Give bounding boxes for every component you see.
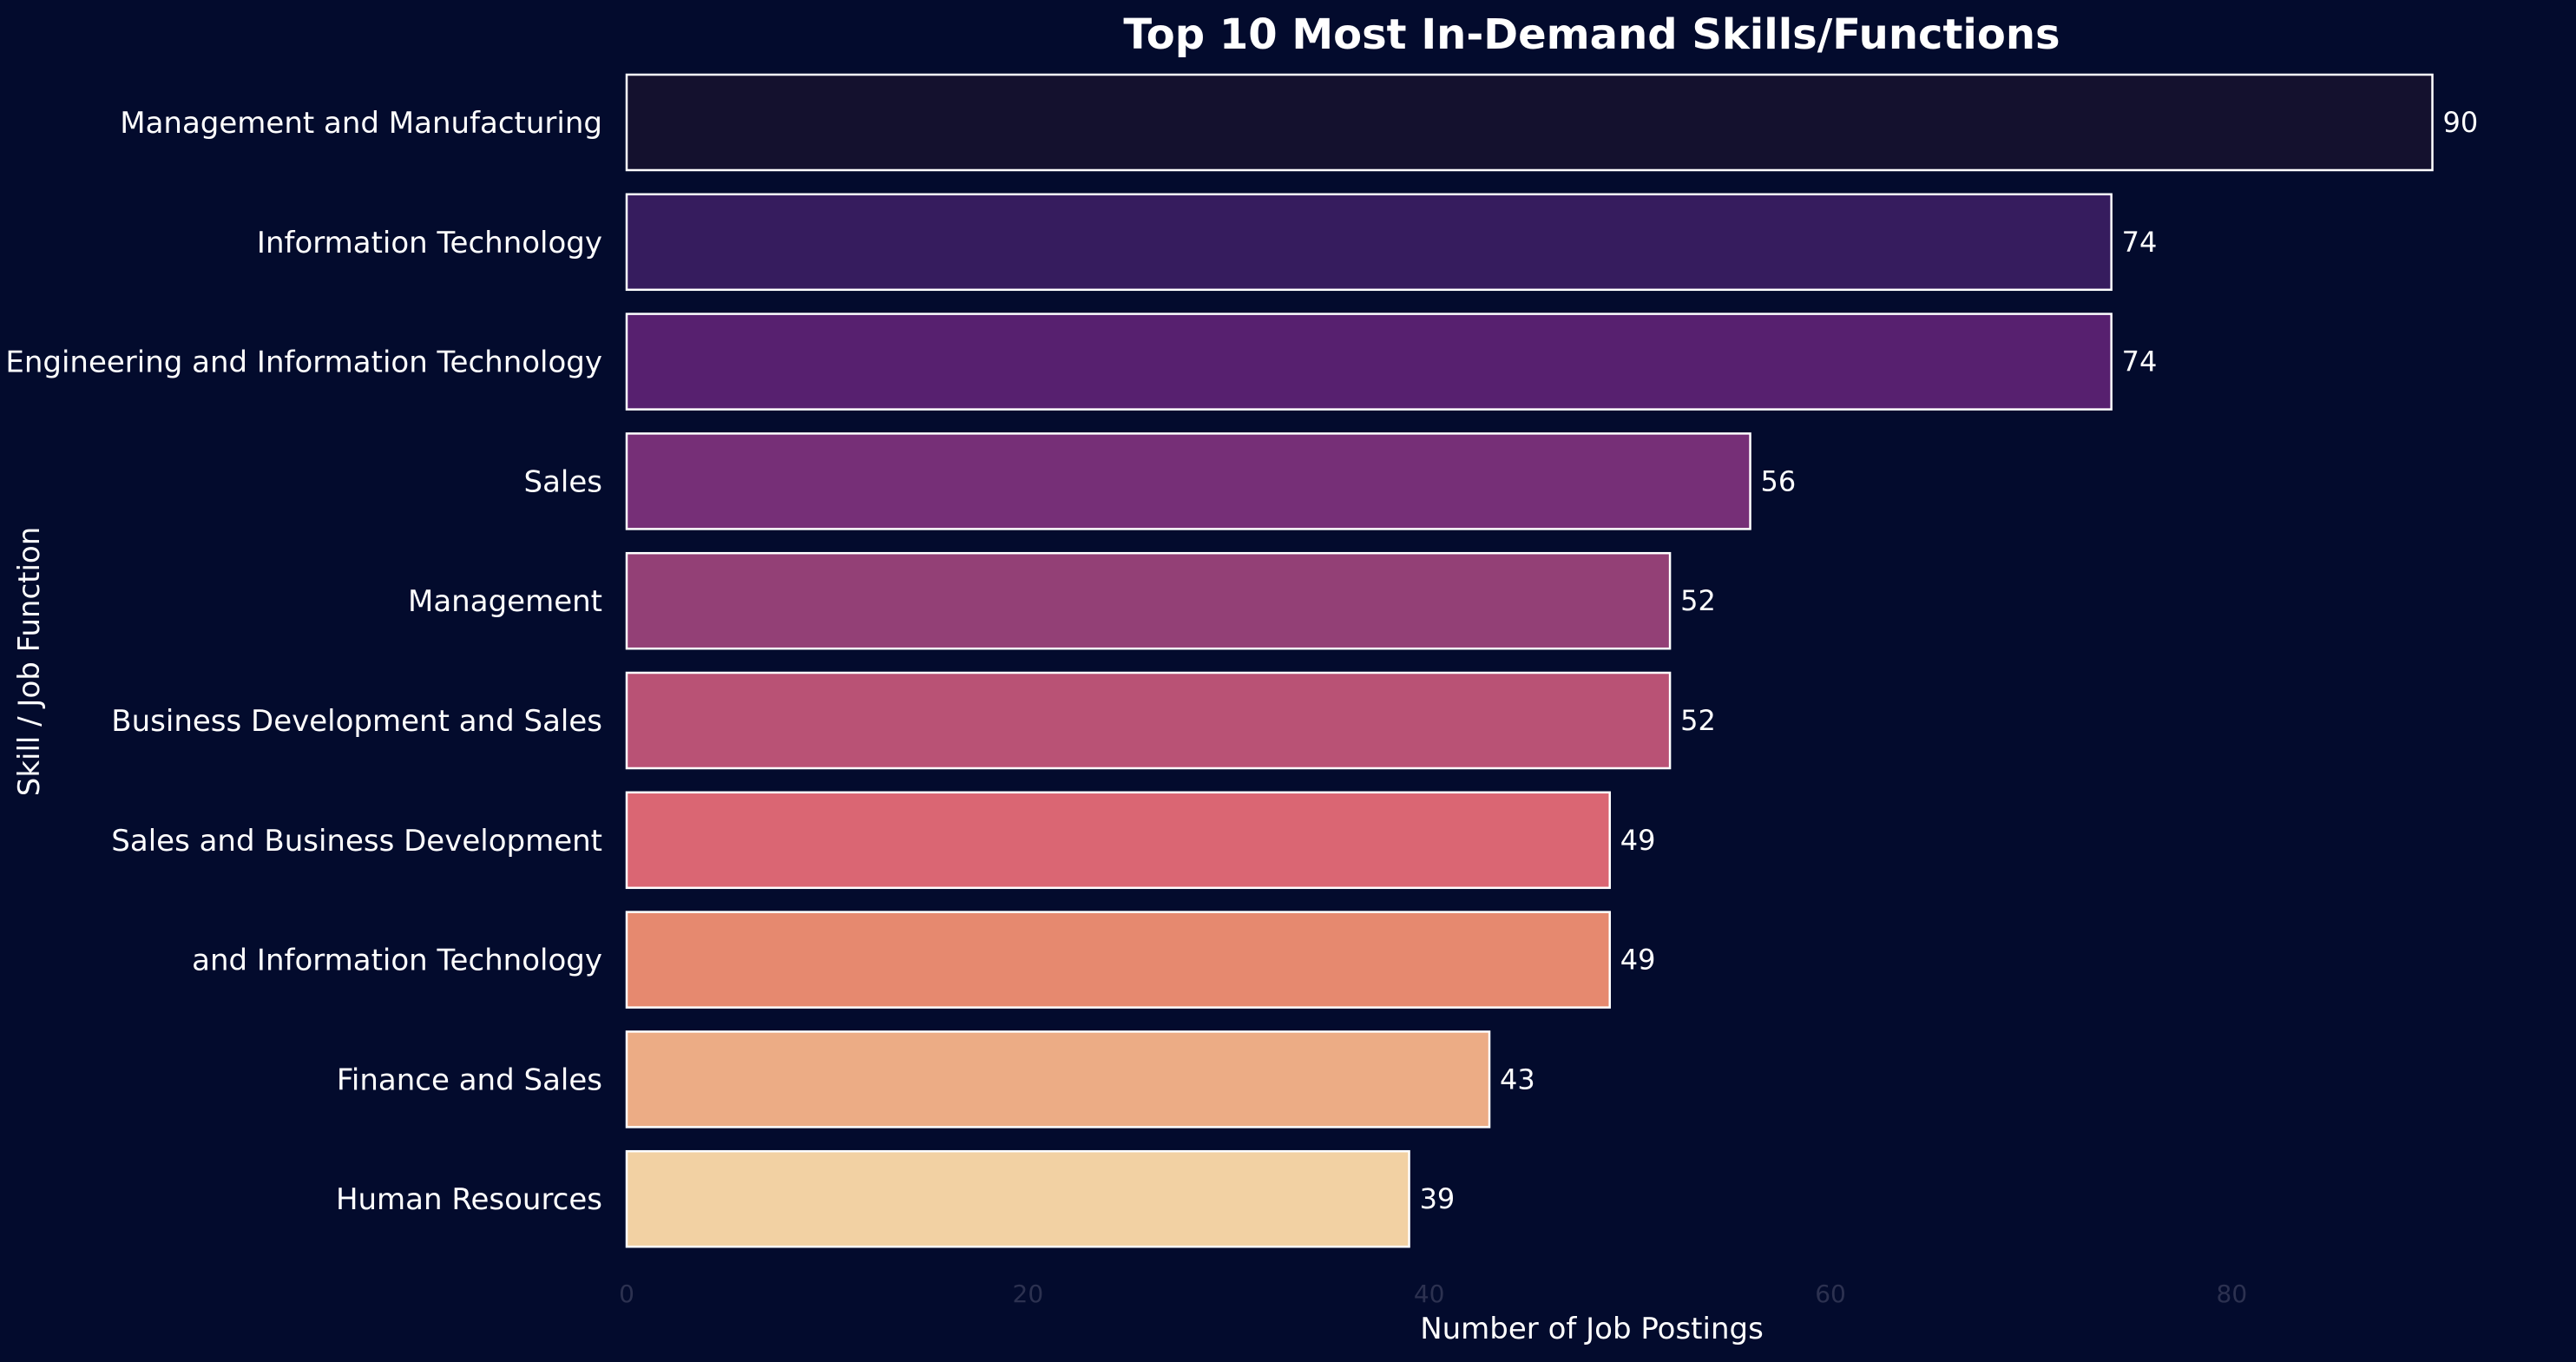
value-label: 39 xyxy=(1420,1182,1456,1215)
bar xyxy=(625,911,1611,1009)
x-tick-label: 60 xyxy=(1815,1280,1846,1308)
category-label: Sales xyxy=(524,464,603,499)
category-label: Management and Manufacturing xyxy=(120,106,602,141)
bar xyxy=(625,73,2434,172)
value-label: 49 xyxy=(1620,824,1656,857)
category-label: Engineering and Information Technology xyxy=(5,345,602,380)
x-tick-label: 20 xyxy=(1013,1280,1044,1308)
category-label: Finance and Sales xyxy=(337,1063,602,1097)
value-label: 56 xyxy=(1761,464,1797,497)
value-label: 90 xyxy=(2443,106,2479,139)
value-label: 52 xyxy=(1680,584,1716,617)
value-label: 52 xyxy=(1680,704,1716,737)
value-label: 43 xyxy=(1500,1063,1535,1096)
chart-title: Top 10 Most In-Demand Skills/Functions xyxy=(1123,10,2060,59)
category-label: and Information Technology xyxy=(192,944,602,978)
bar xyxy=(625,313,2113,411)
x-tick-label: 80 xyxy=(2217,1280,2248,1308)
x-tick-label: 0 xyxy=(619,1280,634,1308)
y-axis-label: Skill / Job Function xyxy=(12,527,47,797)
value-label: 74 xyxy=(2122,345,2158,378)
value-label: 49 xyxy=(1620,944,1656,977)
bar xyxy=(625,551,1672,650)
category-label: Human Resources xyxy=(336,1182,602,1217)
x-axis-label: Number of Job Postings xyxy=(1420,1312,1764,1346)
bar xyxy=(625,432,1751,530)
bar xyxy=(625,1149,1410,1248)
bar xyxy=(625,791,1611,890)
bars-group: Management and Manufacturing 90 Informatio… xyxy=(5,73,2479,1248)
bar xyxy=(625,1030,1491,1128)
value-label: 74 xyxy=(2122,226,2158,259)
x-tick-label: 40 xyxy=(1414,1280,1445,1308)
bar xyxy=(625,193,2113,292)
category-label: Business Development and Sales xyxy=(111,704,602,739)
x-axis-ticks: 0 20 40 60 80 xyxy=(619,1280,2247,1308)
category-label: Sales and Business Development xyxy=(111,824,602,859)
category-label: Management xyxy=(408,584,602,619)
bar xyxy=(625,671,1672,770)
category-label: Information Technology xyxy=(257,226,602,260)
